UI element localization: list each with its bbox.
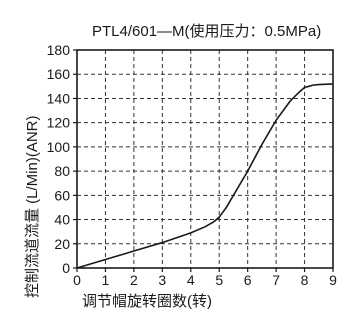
x-tick-label: 1	[102, 272, 110, 288]
x-axis-label: 调节帽旋转圈数(转)	[82, 293, 212, 310]
x-tick-label: 3	[158, 272, 166, 288]
x-tick-label: 2	[130, 272, 138, 288]
y-tick-label: 80	[54, 163, 70, 179]
x-tick-labels: 0 1 2 3 4 5 6 7 8 9	[73, 272, 337, 288]
y-tick-label: 140	[47, 90, 71, 106]
y-tick-label: 100	[47, 139, 71, 155]
grid	[77, 50, 333, 268]
y-tick-label: 60	[54, 187, 70, 203]
x-tick-label: 8	[301, 272, 309, 288]
y-tick-label: 20	[54, 236, 70, 252]
y-tick-label: 160	[47, 66, 71, 82]
x-tick-label: 9	[329, 272, 337, 288]
y-tick-label: 180	[47, 42, 71, 58]
x-tick-label: 0	[73, 272, 81, 288]
y-tick-label: 120	[47, 115, 71, 131]
y-tick-labels: 0 20 40 60 80 100 120 140 160 180	[47, 42, 71, 276]
flow-curve-line	[76, 83, 334, 269]
x-tick-label: 5	[215, 272, 223, 288]
x-tick-label: 4	[187, 272, 195, 288]
y-tick-label: 0	[62, 260, 70, 276]
axes	[73, 49, 334, 272]
x-tick-label: 6	[244, 272, 252, 288]
y-axis-label: 控制流道流量 (L/Min)(ANR)	[24, 115, 41, 298]
y-tick-label: 40	[54, 212, 70, 228]
chart-title: PTL4/601—M(使用压力：0.5MPa)	[92, 23, 321, 40]
plot-frame	[76, 49, 334, 269]
x-tick-label: 7	[272, 272, 280, 288]
